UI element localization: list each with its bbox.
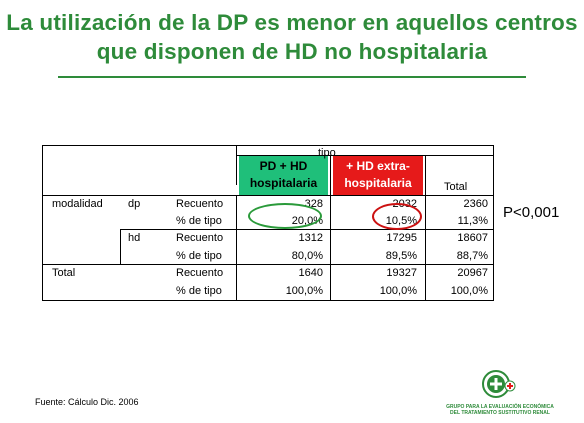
cell-total: 88,7%: [428, 250, 488, 262]
grid-line: [42, 195, 494, 196]
row-measure-label: % de tipo: [176, 285, 222, 297]
grid-line: [236, 145, 237, 185]
col-header-c1-line2: hospitalaria: [239, 175, 328, 191]
row-group-label: modalidad: [52, 198, 103, 210]
cell-c1: 1312: [240, 232, 323, 244]
grid-line: [120, 229, 494, 230]
cell-c1: 1640: [240, 267, 323, 279]
grid-line: [425, 155, 426, 301]
highlight-circle-green: [248, 203, 322, 229]
row-measure-label: Recuento: [176, 198, 223, 210]
cell-total: 20967: [428, 267, 488, 279]
highlight-circle-red: [372, 203, 422, 230]
col-header-total: Total: [444, 181, 467, 193]
row-measure-label: % de tipo: [176, 250, 222, 262]
col-header-c1-line1: PD + HD: [239, 158, 328, 174]
cell-total: 18607: [428, 232, 488, 244]
cell-total: 11,3%: [428, 215, 488, 227]
cell-c1: 80,0%: [240, 250, 323, 262]
row-measure-label: Recuento: [176, 267, 223, 279]
grid-line: [236, 155, 494, 156]
cell-c2: 100,0%: [334, 285, 417, 297]
logo-caption: GRUPO PARA LA EVALUACIÓN ECONÓMICA DEL T…: [430, 404, 570, 416]
cell-total: 100,0%: [428, 285, 488, 297]
slide-title: La utilización de la DP es menor en aque…: [0, 8, 584, 66]
logo-caption-line2: DEL TRATAMIENTO SUSTITUTIVO RENAL: [430, 410, 570, 416]
cell-c1: 100,0%: [240, 285, 323, 297]
p-value: P<0,001: [503, 204, 559, 221]
col-header-c2-line2: hospitalaria: [333, 175, 423, 191]
row-measure-label: % de tipo: [176, 215, 222, 227]
cell-c2: 19327: [334, 267, 417, 279]
col-header-c2-line1: + HD extra-: [333, 158, 423, 174]
grid-line: [42, 264, 494, 265]
total-row-label: Total: [52, 267, 75, 279]
source-note: Fuente: Cálculo Dic. 2006: [35, 397, 139, 407]
row-sub-label: hd: [128, 232, 140, 244]
grid-line: [120, 229, 121, 264]
row-sub-label: dp: [128, 198, 140, 210]
cell-c2: 17295: [334, 232, 417, 244]
title-underline: [58, 76, 526, 78]
row-measure-label: Recuento: [176, 232, 223, 244]
grid-line: [330, 155, 331, 301]
cell-c2: 89,5%: [334, 250, 417, 262]
cell-total: 2360: [428, 198, 488, 210]
grid-line: [236, 195, 237, 301]
